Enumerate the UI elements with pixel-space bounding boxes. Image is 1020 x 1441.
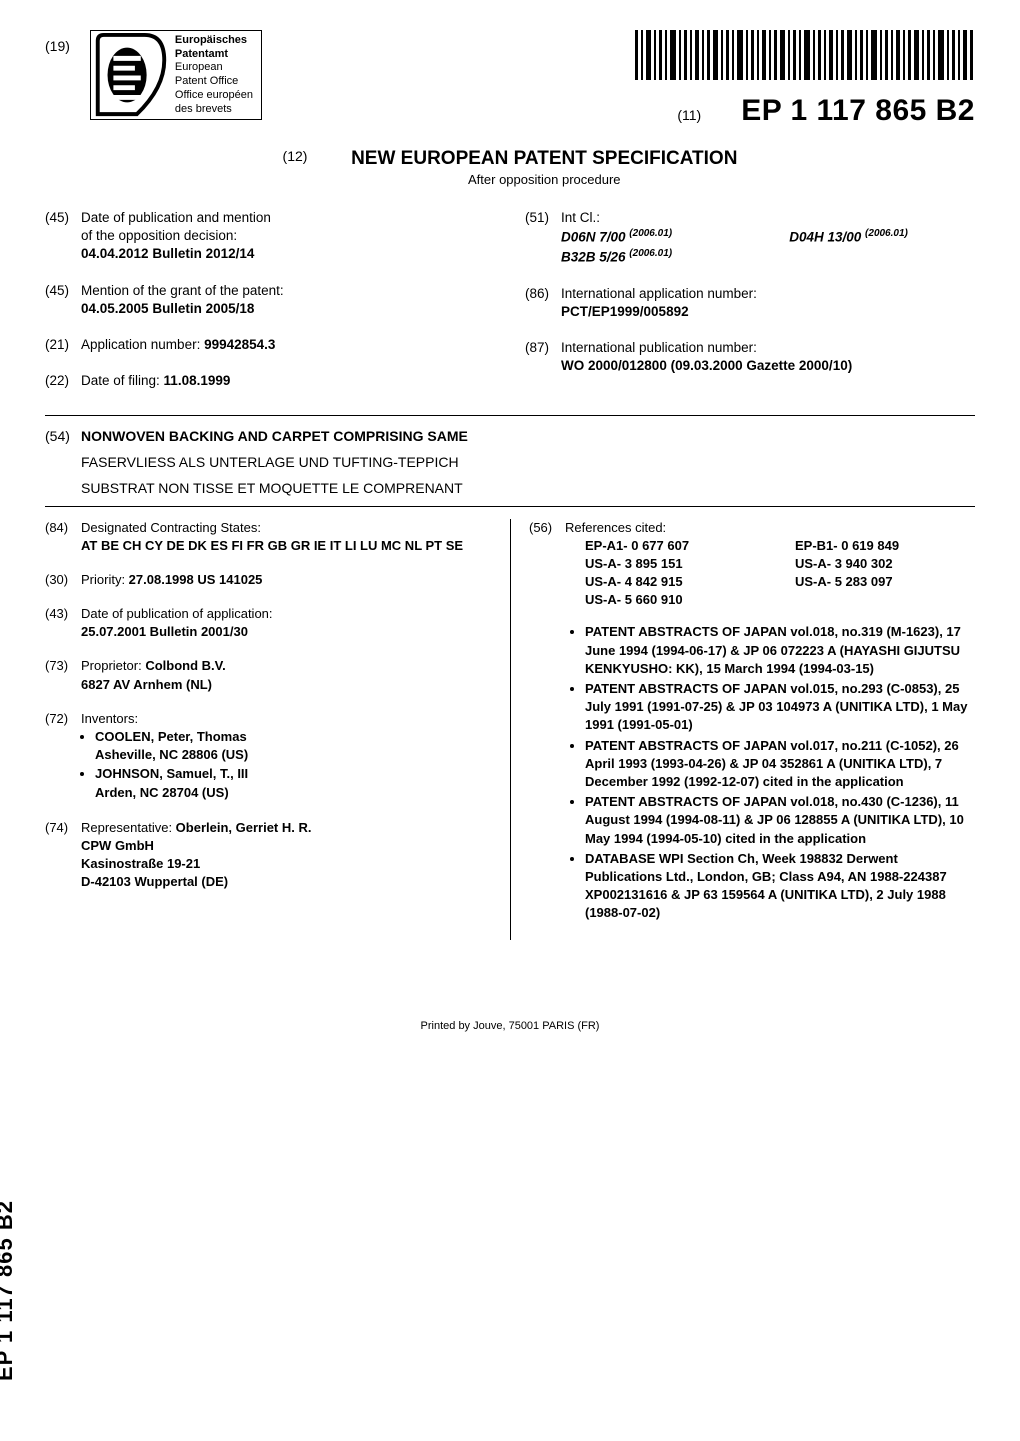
ref-patent: US-A- 3 940 302 <box>795 555 975 573</box>
meta-item: (45)Mention of the grant of the patent:0… <box>45 282 495 318</box>
ref-patent <box>795 591 975 609</box>
title-block: (12) NEW EUROPEAN PATENT SPECIFICATION A… <box>45 148 975 187</box>
barcode-icon <box>635 30 975 80</box>
item-11: (11) <box>677 107 701 123</box>
item-19: (19) <box>45 30 70 54</box>
logo-text: Europäisches Patentamt European Patent O… <box>171 30 261 121</box>
intcl-code: D06N 7/00 (2006.01) <box>561 227 739 247</box>
priority: (30) Priority: 27.08.1998 US 141025 <box>45 571 492 589</box>
ref-npl: PATENT ABSTRACTS OF JAPAN vol.018, no.31… <box>585 623 975 678</box>
proprietor: (73) Proprietor: Colbond B.V.6827 AV Arn… <box>45 657 492 693</box>
meta-left: (45)Date of publication and mentionof th… <box>45 209 495 409</box>
barcode-block: (11) EP 1 117 865 B2 <box>635 30 975 128</box>
inventor: COOLEN, Peter, ThomasAsheville, NC 28806… <box>95 728 492 764</box>
ref-patent: EP-B1- 0 619 849 <box>795 537 975 555</box>
intcl-code: D04H 13/00 (2006.01) <box>789 227 975 247</box>
references-cited: (56) References cited: EP-A1- 0 677 607E… <box>529 519 975 925</box>
designated-states: (84) Designated Contracting States:AT BE… <box>45 519 492 555</box>
meta-right: (51) Int Cl.: D06N 7/00 (2006.01)D04H 13… <box>525 209 975 409</box>
biblio-columns: (84) Designated Contracting States:AT BE… <box>45 519 975 941</box>
ref-npl: PATENT ABSTRACTS OF JAPAN vol.015, no.29… <box>585 680 975 735</box>
ref-patent: US-A- 5 283 097 <box>795 573 975 591</box>
ref-patent: US-A- 5 660 910 <box>585 591 765 609</box>
title-en: NONWOVEN BACKING AND CARPET COMPRISING S… <box>81 428 468 444</box>
ref-patent: EP-A1- 0 677 607 <box>585 537 765 555</box>
spine-pub-number: EP 1 117 865 B2 <box>0 1200 18 1381</box>
meta-item: (22)Date of filing: 11.08.1999 <box>45 372 495 390</box>
biblio-right: (56) References cited: EP-A1- 0 677 607E… <box>510 519 975 941</box>
invention-titles: (54)NONWOVEN BACKING AND CARPET COMPRISI… <box>45 428 975 496</box>
epo-logo-icon <box>91 31 171 119</box>
title-de: FASERVLIESS ALS UNTERLAGE UND TUFTING-TE… <box>81 454 459 470</box>
ref-patent: US-A- 4 842 915 <box>585 573 765 591</box>
header-row: (19) Europäisches Patentamt European Pat… <box>45 30 975 128</box>
intl-app-number: (86) International application number: P… <box>525 285 975 321</box>
biblio-left: (84) Designated Contracting States:AT BE… <box>45 519 510 941</box>
ref-npl: DATABASE WPI Section Ch, Week 198832 Der… <box>585 850 975 923</box>
representative: (74) Representative: Oberlein, Gerriet H… <box>45 819 492 892</box>
pub-of-application: (43) Date of publication of application:… <box>45 605 492 641</box>
ref-npl: PATENT ABSTRACTS OF JAPAN vol.018, no.43… <box>585 793 975 848</box>
intl-pub-number: (87) International publication number: W… <box>525 339 975 375</box>
separator <box>45 415 975 416</box>
ref-patent: US-A- 3 895 151 <box>585 555 765 573</box>
meta-item: (21)Application number: 99942854.3 <box>45 336 495 354</box>
publication-number: EP 1 117 865 B2 <box>741 94 975 128</box>
int-cl: (51) Int Cl.: D06N 7/00 (2006.01)D04H 13… <box>525 209 975 267</box>
ref-npl: PATENT ABSTRACTS OF JAPAN vol.017, no.21… <box>585 737 975 792</box>
inventors: (72) Inventors:COOLEN, Peter, ThomasAshe… <box>45 710 492 803</box>
item-12: (12) <box>283 148 308 164</box>
epo-logo-block: Europäisches Patentamt European Patent O… <box>90 30 262 120</box>
separator <box>45 506 975 507</box>
doc-kind-sub: After opposition procedure <box>351 172 737 187</box>
meta-columns: (45)Date of publication and mentionof th… <box>45 209 975 409</box>
meta-item: (45)Date of publication and mentionof th… <box>45 209 495 264</box>
doc-kind-title: NEW EUROPEAN PATENT SPECIFICATION <box>351 148 737 170</box>
inventor: JOHNSON, Samuel, T., IIIArden, NC 28704 … <box>95 765 492 801</box>
title-fr: SUBSTRAT NON TISSE ET MOQUETTE LE COMPRE… <box>81 480 463 496</box>
print-footer: Printed by Jouve, 75001 PARIS (FR) <box>45 1020 975 1032</box>
intcl-code: B32B 5/26 (2006.01) <box>561 247 739 267</box>
